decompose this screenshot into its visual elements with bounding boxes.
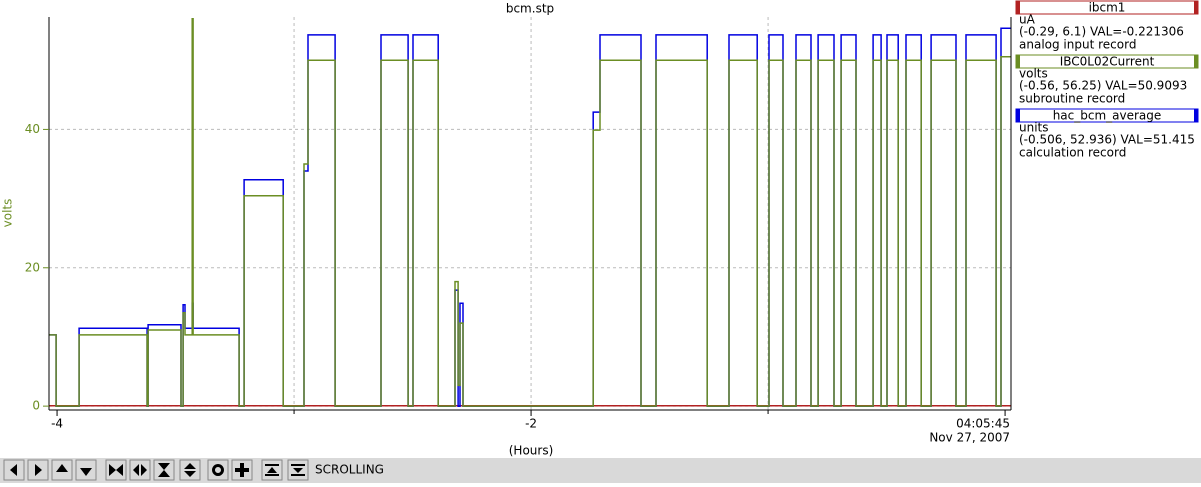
button-face: [153, 459, 175, 481]
toolbar-button[interactable]: [207, 459, 229, 481]
date-label: Nov 27, 2007: [929, 431, 1010, 445]
legend: ibcm1 uA(-0.29, 6.1) VAL=-0.221306analog …: [1015, 0, 1199, 160]
x-axis-label: (Hours): [509, 444, 554, 458]
button-icon: [35, 464, 42, 476]
legend-status: (-0.29, 6.1) VAL=-0.221306: [1019, 25, 1184, 39]
legend-edge: [1194, 55, 1198, 68]
legend-record: subroutine record: [1019, 92, 1125, 106]
x-tick-label: -4: [51, 417, 63, 431]
toolbar-button[interactable]: [105, 459, 127, 481]
button-icon: [133, 464, 147, 476]
toolbar-button[interactable]: [129, 459, 151, 481]
legend-name: hac_bcm_average: [1053, 109, 1162, 123]
legend-status: (-0.506, 52.936) VAL=51.415: [1019, 133, 1195, 147]
legend-edge: [1016, 1, 1020, 14]
x-tick-label: 04:05:45: [956, 417, 1010, 431]
legend-record: analog input record: [1019, 38, 1136, 52]
legend-edge: [1016, 55, 1020, 68]
legend-edge: [1194, 109, 1198, 122]
legend-name: ibcm1: [1089, 1, 1126, 15]
toolbar-button[interactable]: [75, 459, 97, 481]
chart-title: bcm.stp: [506, 2, 554, 16]
button-icon: [80, 468, 92, 476]
toolbar-button[interactable]: [287, 459, 309, 481]
legend-edge: [1194, 1, 1198, 14]
button-icon: [10, 464, 17, 476]
button-face: [179, 459, 201, 481]
button-icon: [109, 464, 123, 476]
toolbar-button[interactable]: [3, 459, 25, 481]
axes: 0 20 40 -4 -2 04:05:45: [25, 17, 1012, 431]
button-icon: [291, 464, 305, 476]
toolbar-button[interactable]: [51, 459, 73, 481]
y-axis-label: volts: [1, 199, 15, 228]
toolbar-button[interactable]: [231, 459, 253, 481]
legend-record: calculation record: [1019, 146, 1126, 160]
legend-status: (-0.56, 56.25) VAL=50.9093: [1019, 79, 1187, 93]
legend-units: uA: [1019, 13, 1036, 27]
button-icon: [235, 463, 249, 477]
legend-units: volts: [1019, 67, 1048, 81]
button-icon: [265, 464, 279, 476]
toolbar-button[interactable]: [261, 459, 283, 481]
y-tick-label: 0: [32, 399, 40, 413]
x-tick-label: -2: [525, 417, 537, 431]
status-text: SCROLLING: [315, 463, 384, 477]
button-icon: [56, 464, 68, 472]
button-icon: [212, 464, 225, 476]
button-face: [129, 459, 151, 481]
plot-area: [49, 17, 1011, 410]
legend-units: units: [1019, 121, 1049, 135]
y-tick-label: 20: [25, 260, 40, 274]
legend-name: IBC0L02Current: [1060, 55, 1155, 69]
toolbar-button[interactable]: [179, 459, 201, 481]
toolbar-buttons: [3, 459, 309, 481]
button-icon: [184, 463, 196, 477]
y-tick-label: 40: [25, 122, 40, 136]
button-face: [207, 459, 229, 481]
legend-edge: [1016, 109, 1020, 122]
button-icon: [158, 463, 170, 477]
toolbar-button[interactable]: [27, 459, 49, 481]
toolbar-button[interactable]: [153, 459, 175, 481]
series-line: [49, 17, 1011, 407]
